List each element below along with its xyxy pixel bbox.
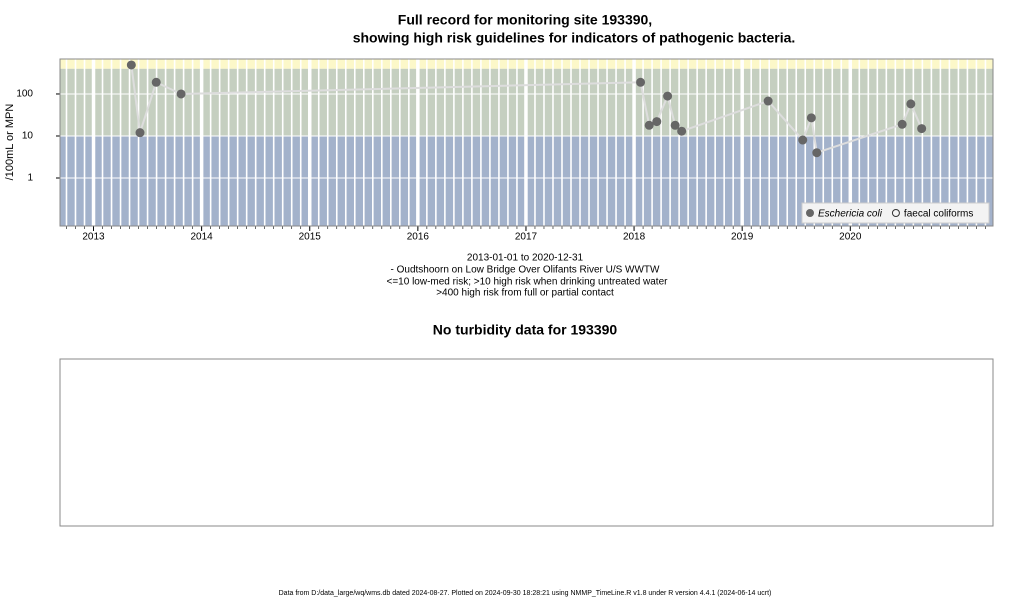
y-tick-label: 10 [22,131,34,142]
data-point [906,99,916,109]
footer: Data from D:/data_large/wq/wms.db dated … [279,590,772,597]
data-point [812,148,822,158]
chart-subtitle: showing high risk guidelines for indicat… [353,30,796,46]
data-point [806,113,816,123]
legend-marker [891,209,900,217]
data-point [644,120,654,130]
data-point [670,120,680,130]
x-tick-label: 2017 [515,232,538,243]
data-point [636,77,646,87]
y-tick-label: 1 [27,173,33,184]
x-tick-label: 2013 [82,232,105,243]
data-point [126,60,136,70]
x-tick-label: 2014 [191,232,214,243]
y-tick-label: 100 [16,89,33,100]
plot-area: 2013 2014 2015 2016 2017 2018 2019 2020 1 10 100 Es… [16,58,994,243]
x-tick-label: 2015 [299,232,322,243]
note: <=10 low-med risk; >10 high risk when dr… [387,277,669,288]
data-point [917,124,927,134]
note: - Oudtshoorn on Low Bridge Over Olifants… [391,265,661,276]
note: >400 high risk from full or partial cont… [436,288,614,299]
x-tick-label: 2016 [407,232,430,243]
legend-marker [806,209,814,217]
note: 2013-01-01 to 2020-12-31 [467,253,584,264]
x-tick-label: 2019 [731,232,754,243]
data-point [135,128,145,138]
data-point [663,91,673,101]
chart-title: Full record for monitoring site 193390, [398,12,652,28]
data-point [798,135,808,145]
plot-frame [59,58,994,227]
empty-panel [59,358,994,527]
data-point [677,126,687,136]
panel-title: No turbidity data for 193390 [433,322,618,338]
x-tick-label: 2020 [839,232,862,243]
data-point [176,89,186,99]
legend-box [801,202,990,224]
data-point [897,119,907,129]
data-point [763,96,773,106]
legend-label: faecal coliforms [904,209,973,220]
legend-label: Eschericia coli [818,209,883,220]
data-point [652,117,662,127]
x-tick-label: 2018 [623,232,646,243]
y-axis-label: /100mL or MPN [4,104,16,181]
data-point [151,77,161,87]
